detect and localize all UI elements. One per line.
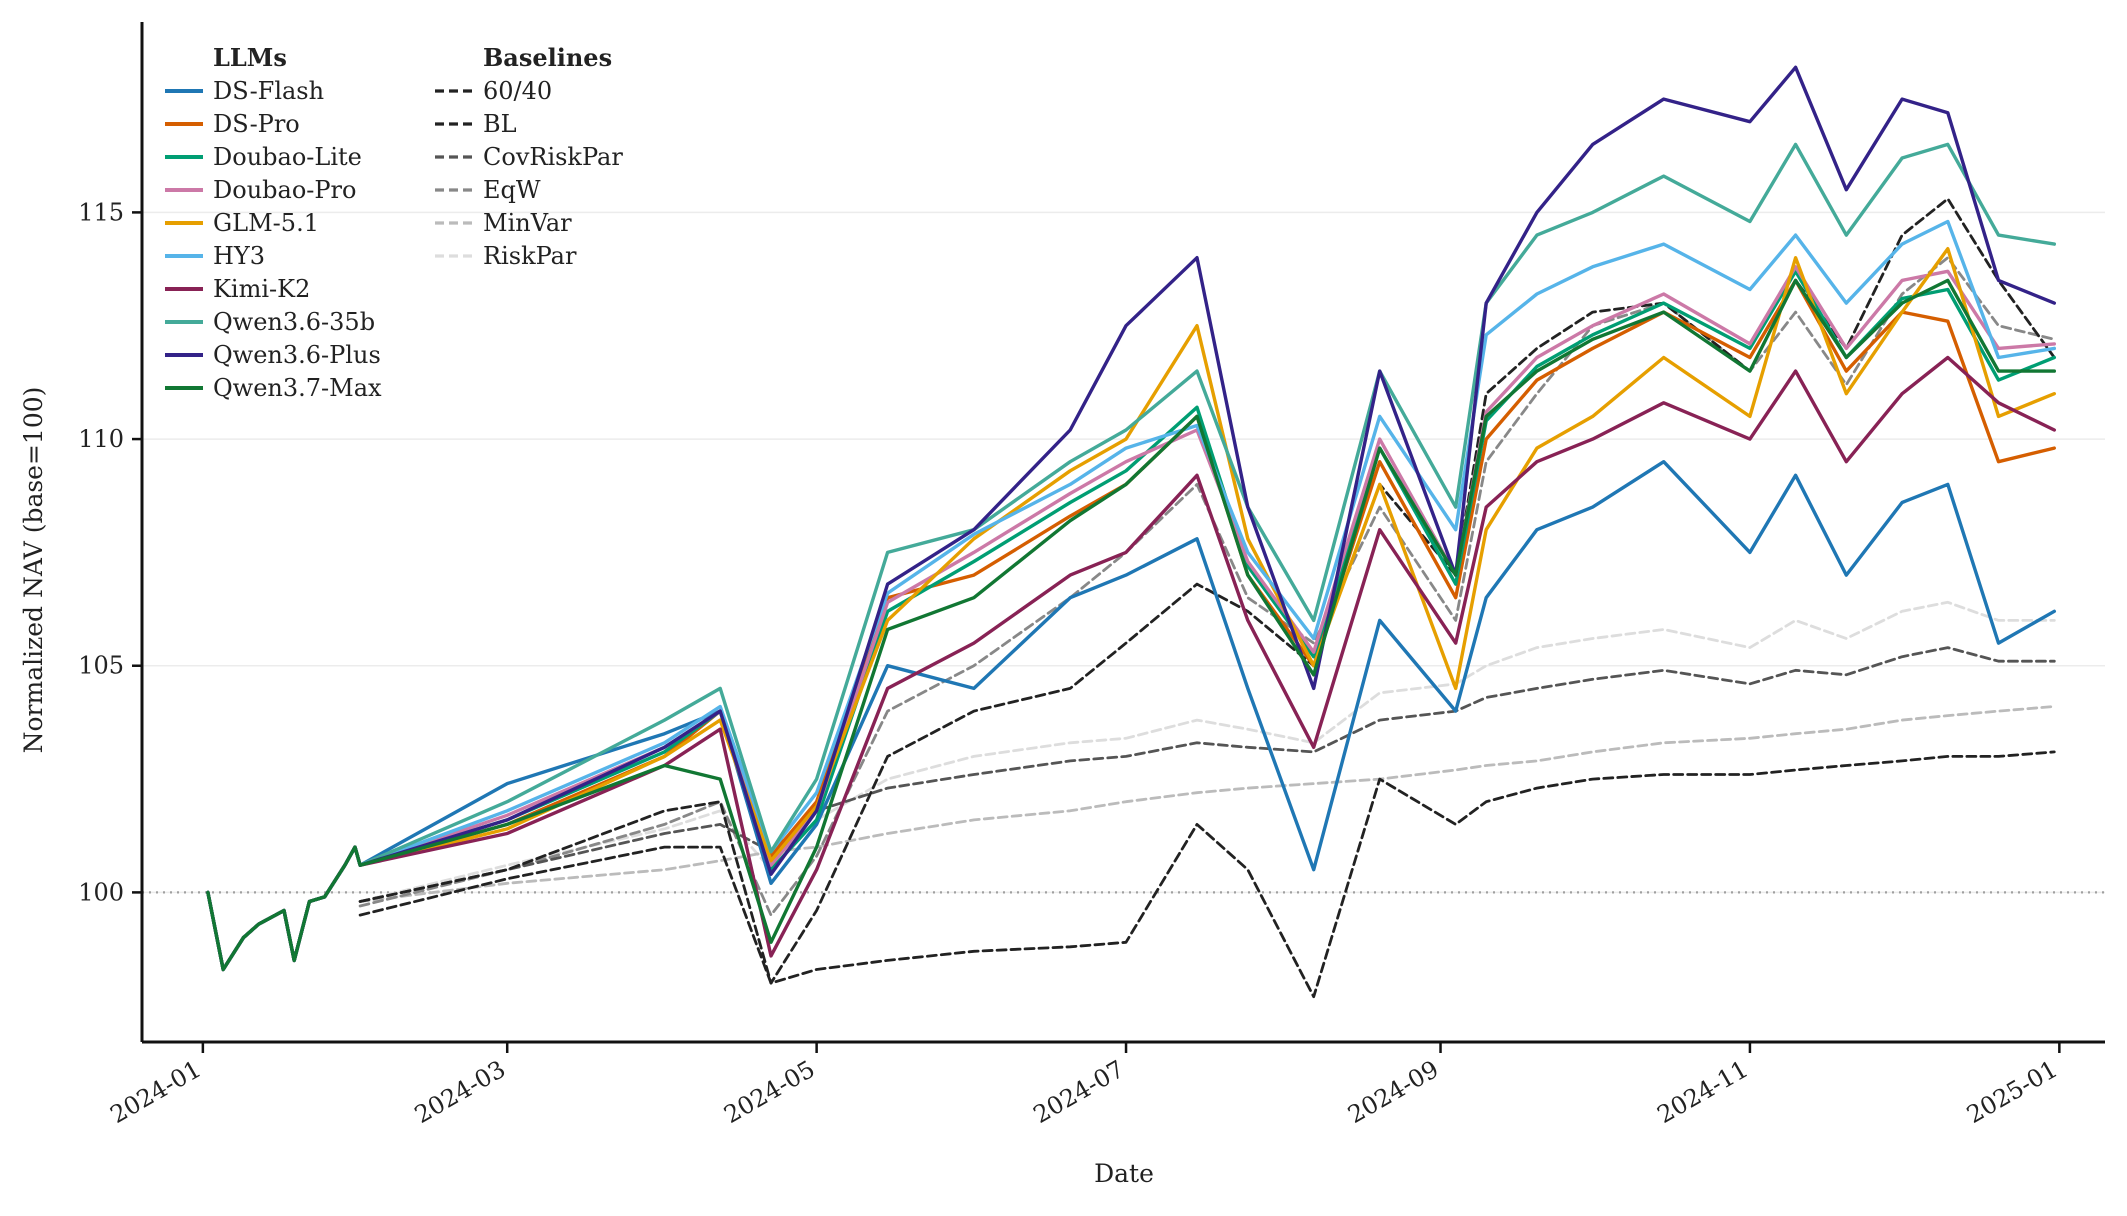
series-line-kimi-k2	[206, 355, 2057, 972]
y-axis-title: Normalized NAV (base=100)	[19, 387, 48, 754]
legend-label-glm-5-1: GLM-5.1	[213, 209, 319, 237]
x-tick-label: 2024-11	[1653, 1055, 1753, 1129]
series-line-ds-flash	[206, 460, 2057, 972]
y-tick-label: 115	[78, 198, 124, 226]
series-line-doubao-pro	[206, 265, 2057, 972]
legend-label-doubao-lite: Doubao-Lite	[213, 143, 362, 171]
x-tick-label: 2024-03	[410, 1055, 510, 1129]
legend-label-doubao-pro: Doubao-Pro	[213, 176, 356, 204]
x-axis-title: Date	[1094, 1159, 1154, 1188]
legend-label-60-40: 60/40	[483, 77, 552, 105]
series-line-bl	[358, 750, 2056, 999]
series-line-qwen3-7-max	[206, 278, 2057, 972]
x-tick-label: 2024-09	[1343, 1055, 1443, 1129]
series-line-minvar	[358, 705, 2056, 903]
legend-group-title: LLMs	[213, 43, 287, 72]
legend-label-qwen3-6-plus: Qwen3.6-Plus	[213, 341, 381, 369]
series-lines	[206, 65, 2057, 999]
x-tick-label: 2024-01	[105, 1055, 205, 1129]
legend-label-ds-pro: DS-Pro	[213, 110, 300, 138]
legend-label-covriskpar: CovRiskPar	[483, 143, 623, 171]
series-line-glm-5-1	[206, 246, 2057, 972]
legend: LLMs DS-Flash DS-Pro Doubao-Lite Doubao-Pro G…	[165, 43, 623, 402]
series-line-eqw	[358, 256, 2056, 917]
legend-label-riskpar: RiskPar	[483, 242, 577, 270]
y-tick-label: 110	[78, 425, 124, 453]
legend-label-ds-flash: DS-Flash	[213, 77, 324, 105]
series-line-riskpar	[358, 600, 2056, 903]
axes	[132, 22, 2105, 1053]
x-tick-label: 2024-05	[719, 1055, 819, 1129]
x-tick-label: 2025-01	[1962, 1055, 2062, 1129]
legend-label-bl: BL	[483, 110, 517, 138]
y-tick-label: 100	[78, 878, 124, 906]
legend-label-qwen3-7-max: Qwen3.7-Max	[213, 374, 382, 402]
legend-label-minvar: MinVar	[483, 209, 572, 237]
legend-label-eqw: EqW	[483, 176, 541, 204]
legend-label-qwen3-6-35b: Qwen3.6-35b	[213, 308, 375, 336]
y-tick-label: 105	[78, 652, 124, 680]
legend-label-kimi-k2: Kimi-K2	[213, 275, 310, 303]
legend-group-title: Baselines	[483, 43, 612, 72]
series-line-doubao-lite	[206, 269, 2057, 972]
series-line-ds-pro	[206, 278, 2057, 972]
x-tick-label: 2024-07	[1029, 1055, 1129, 1129]
legend-label-hy3: HY3	[213, 242, 265, 270]
